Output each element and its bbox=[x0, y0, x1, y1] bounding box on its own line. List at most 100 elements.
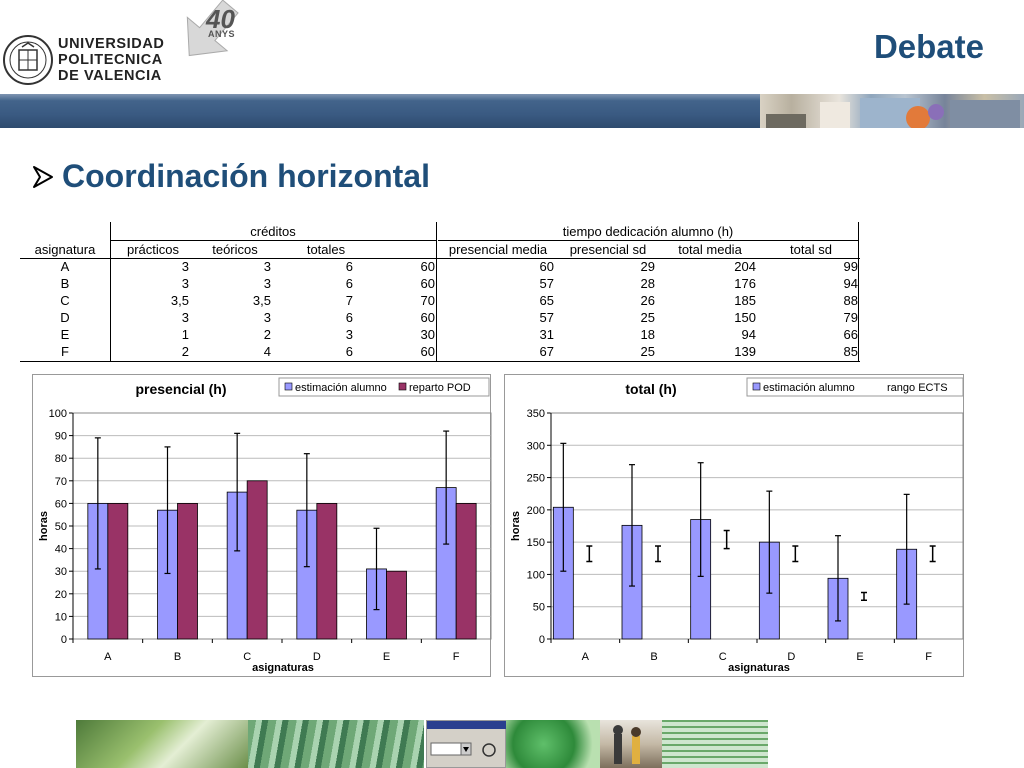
bar-pod-F bbox=[455, 502, 477, 640]
x-tick-label: A bbox=[582, 651, 590, 663]
table-header-1: prácticos bbox=[126, 242, 180, 257]
y-tick-label: 50 bbox=[533, 602, 545, 614]
table-cell: 6 bbox=[345, 310, 353, 325]
table-line-tiempo bbox=[438, 240, 858, 241]
legend-box bbox=[278, 377, 490, 397]
y-tick-label: 60 bbox=[55, 498, 67, 510]
table-cell: 88 bbox=[843, 293, 858, 308]
table-cell: 4 bbox=[263, 344, 271, 359]
table-cell: 2 bbox=[263, 327, 271, 342]
table-cell: 60 bbox=[539, 259, 554, 274]
x-tick-label: C bbox=[243, 651, 251, 663]
table-cell: 6 bbox=[345, 259, 353, 274]
footer-photo-1 bbox=[76, 720, 248, 768]
table-cell-asignatura: B bbox=[60, 276, 70, 291]
table-group-creditos: créditos bbox=[250, 224, 296, 239]
table-cell: 99 bbox=[843, 259, 858, 274]
table-cell: 150 bbox=[734, 310, 756, 325]
x-tick-label: D bbox=[313, 651, 321, 663]
y-tick-label: 200 bbox=[527, 505, 545, 517]
table-header-2: teóricos bbox=[212, 242, 258, 257]
table-line-vertical-3 bbox=[858, 222, 859, 362]
table-cell-asignatura: F bbox=[61, 344, 69, 359]
legend-swatch-0 bbox=[284, 382, 293, 391]
bar-pod-A bbox=[107, 502, 129, 640]
table-cell: 3 bbox=[345, 327, 353, 342]
table-header-3: totales bbox=[306, 242, 346, 257]
legend-swatch-1 bbox=[398, 382, 407, 391]
x-axis-label: asignaturas bbox=[728, 662, 790, 674]
table-cell: 57 bbox=[539, 310, 554, 325]
footer-photo-5 bbox=[662, 720, 768, 768]
footer-software-window bbox=[426, 720, 507, 768]
table-cell: 94 bbox=[741, 327, 756, 342]
table-cell: 176 bbox=[734, 276, 756, 291]
table-cell: 60 bbox=[420, 276, 435, 291]
y-tick-label: 10 bbox=[55, 611, 67, 623]
table-cell-asignatura: E bbox=[60, 327, 70, 342]
table-header-7: total sd bbox=[790, 242, 832, 257]
table-cell: 26 bbox=[640, 293, 655, 308]
footer-photo-strip bbox=[76, 720, 768, 768]
logo-line-1: UNIVERSIDAD bbox=[58, 36, 165, 52]
table-cell: 3 bbox=[181, 276, 189, 291]
table-group-tiempo: tiempo dedicación alumno (h) bbox=[562, 224, 734, 239]
bar-pod-B bbox=[177, 502, 198, 640]
table-cell: 60 bbox=[420, 259, 435, 274]
bar-pod-D bbox=[316, 502, 338, 640]
y-tick-label: 100 bbox=[527, 569, 545, 581]
chart-title: total (h) bbox=[625, 381, 676, 397]
footer-photo-3 bbox=[506, 720, 600, 768]
table-cell: 79 bbox=[843, 310, 858, 325]
table-cell-asignatura: D bbox=[60, 310, 70, 325]
logo-line-3: DE VALENCIA bbox=[58, 68, 162, 84]
y-tick-label: 50 bbox=[55, 521, 67, 533]
table-cell: 66 bbox=[843, 327, 858, 342]
bar-pod-E bbox=[386, 570, 407, 640]
x-tick-label: F bbox=[453, 651, 460, 663]
table-cell-asignatura: A bbox=[60, 259, 70, 274]
table-header-4: presencial media bbox=[448, 242, 548, 257]
legend-label-0: estimación alumno bbox=[295, 382, 387, 394]
table-header-0: asignatura bbox=[34, 242, 96, 257]
y-tick-label: 80 bbox=[55, 453, 67, 465]
y-tick-label: 90 bbox=[55, 431, 67, 443]
y-tick-label: 100 bbox=[49, 408, 67, 420]
y-tick-label: 0 bbox=[539, 634, 545, 646]
x-axis-label: asignaturas bbox=[252, 662, 314, 674]
footer-photo-4 bbox=[600, 720, 662, 768]
header-band bbox=[0, 94, 760, 128]
table-cell: 204 bbox=[734, 259, 756, 274]
table-header-6: total media bbox=[678, 242, 742, 257]
table-cell: 2 bbox=[181, 344, 189, 359]
slide-title: Debate bbox=[873, 28, 984, 65]
x-tick-label: F bbox=[925, 651, 932, 663]
y-axis-label: horas bbox=[38, 511, 50, 541]
table-cell: 3,5 bbox=[252, 293, 271, 308]
table-cell: 6 bbox=[345, 276, 353, 291]
y-tick-label: 300 bbox=[527, 440, 545, 452]
table-cell-asignatura: C bbox=[60, 293, 70, 308]
footer-photo-2 bbox=[248, 720, 424, 768]
table-header-5: presencial sd bbox=[569, 242, 647, 257]
university-seal-icon bbox=[3, 35, 53, 85]
y-tick-label: 0 bbox=[61, 634, 67, 646]
legend-label-1: rango ECTS bbox=[887, 382, 948, 394]
table-cell: 3 bbox=[181, 310, 189, 325]
bar-pod-C bbox=[246, 480, 268, 640]
table-cell: 67 bbox=[539, 344, 554, 359]
legend-label-0: estimación alumno bbox=[763, 382, 855, 394]
legend-label-1: reparto POD bbox=[409, 382, 471, 394]
table-cell: 1 bbox=[181, 327, 189, 342]
section-heading-text: Coordinación horizontal bbox=[62, 158, 430, 194]
y-tick-label: 250 bbox=[527, 473, 545, 485]
table-cell: 3 bbox=[181, 259, 189, 274]
table-line-bottom bbox=[20, 361, 860, 362]
table-cell: 3 bbox=[263, 259, 271, 274]
table-line-vertical-2 bbox=[436, 222, 437, 362]
chart-title: presencial (h) bbox=[135, 381, 226, 397]
table-cell: 60 bbox=[420, 310, 435, 325]
section-heading: Coordinación horizontal bbox=[30, 158, 430, 195]
y-tick-label: 20 bbox=[55, 589, 67, 601]
